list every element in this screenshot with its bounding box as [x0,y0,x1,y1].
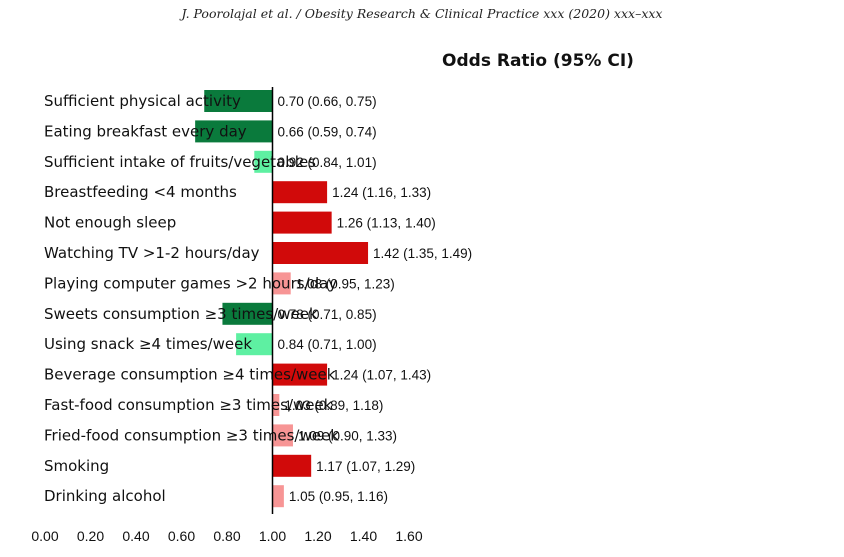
value-label: 1.24 (1.07, 1.43) [332,368,431,383]
bar-13 [272,485,284,508]
x-tick-label: 0.80 [213,528,240,544]
bar-9 [272,363,328,386]
value-label: 0.70 (0.66, 0.75) [278,94,377,109]
value-label: 1.05 (0.95, 1.16) [289,489,388,504]
category-label: Breastfeeding <4 months [44,183,237,201]
value-label: 0.84 (0.71, 1.00) [278,337,377,352]
category-label: Smoking [44,457,109,475]
journal-header: J. Poorolajal et al. / Obesity Research … [181,6,663,21]
x-axis-ticks: 0.00 0.20 0.40 0.60 0.80 1.00 1.20 1.40 1.60 [31,528,422,544]
bar-5 [272,242,369,264]
chart-title: Odds Ratio (95% CI) [442,51,634,71]
value-label: 1.08 (0.95, 1.23) [296,276,395,291]
value-label: 1.24 (1.16, 1.33) [332,185,431,200]
value-label: 1.42 (1.35, 1.49) [373,246,472,261]
x-tick-label: 1.00 [259,528,286,544]
x-tick-label: 0.40 [122,528,149,544]
value-label: 1.26 (1.13, 1.40) [337,216,436,231]
category-label: Beverage consumption ≥4 times/week [44,366,336,384]
bar-1 [195,120,273,143]
bar-0 [204,90,273,112]
value-label: 0.92 (0.84, 1.01) [278,155,377,170]
category-label: Fast-food consumption ≥3 times/week [44,396,333,414]
value-label: 1.09 (0.90, 1.33) [298,428,397,443]
category-label: Sweets consumption ≥3 times/week [44,305,318,323]
bar-11 [272,424,293,447]
value-label: 0.78 (0.71, 0.85) [278,307,377,322]
category-label: Using snack ≥4 times/week [44,335,252,353]
value-label: 0.66 (0.59, 0.74) [278,124,377,139]
bar-8 [236,333,273,356]
bar-6 [272,272,291,295]
bar-2 [254,150,273,173]
category-label: Drinking alcohol [44,487,166,505]
category-label: Watching TV >1-2 hours/day [44,244,260,262]
x-tick-label: 1.60 [395,528,422,544]
category-label: Eating breakfast every day [44,122,247,140]
value-labels: 0.70 (0.66, 0.75) 0.66 (0.59, 0.74) 0.92 (… [278,94,473,504]
bar-7 [222,302,273,325]
category-label: Playing computer games >2 hours/day [44,274,337,292]
category-label: Sufficient intake of fruits/vegetables [44,153,316,171]
value-label: 1.03 (0.89, 1.18) [284,398,383,413]
bar-12 [272,454,312,477]
category-label: Not enough sleep [44,214,176,232]
value-label: 1.17 (1.07, 1.29) [316,459,415,474]
x-tick-label: 1.20 [304,528,331,544]
category-labels: Sufficient physical activity Eating break… [44,92,339,505]
bar-4 [272,211,332,234]
x-tick-label: 0.00 [31,528,58,544]
bar-3 [272,181,328,204]
bar-10 [272,394,280,416]
x-tick-label: 1.40 [350,528,377,544]
category-label: Fried-food consumption ≥3 times/week [44,426,339,444]
category-label: Sufficient physical activity [44,92,241,110]
bars-group [195,90,369,508]
x-tick-label: 0.60 [168,528,195,544]
x-tick-label: 0.20 [77,528,104,544]
